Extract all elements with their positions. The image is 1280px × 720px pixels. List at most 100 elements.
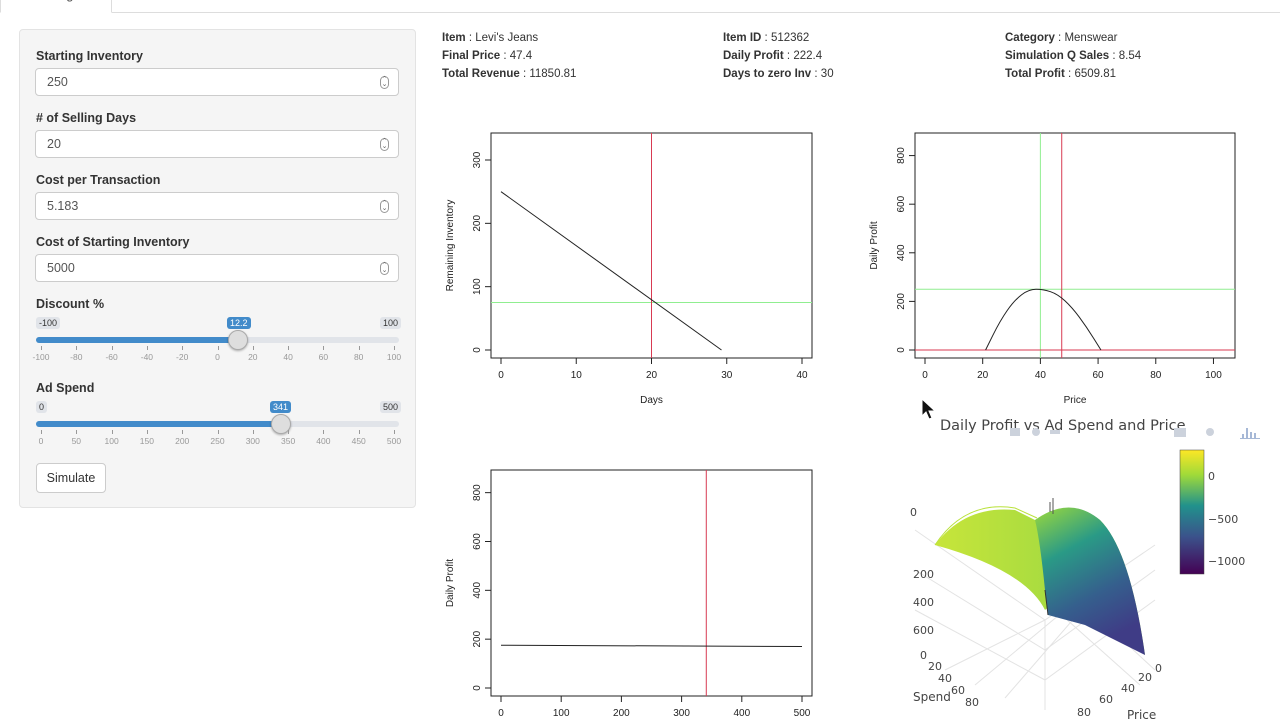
price-tick: 60: [1099, 693, 1113, 706]
mouse-cursor-icon: [921, 398, 937, 420]
info-column-3: Category : Menswear Simulation Q Sales :…: [1005, 29, 1141, 83]
slider-tick-label: 50: [71, 436, 82, 446]
z-tick: 600: [913, 624, 934, 637]
discount-slider-bar: [36, 337, 238, 343]
y-tick-label: 200: [472, 215, 483, 232]
colorbar: [1179, 449, 1205, 575]
cost-per-transaction-input[interactable]: 5.183 ⌃ ⌄: [35, 192, 399, 220]
plot-frame: [490, 469, 813, 697]
y-tick-label: 800: [896, 147, 907, 164]
category-row: Category : Menswear: [1005, 32, 1118, 44]
x-tick-label: 80: [1150, 370, 1162, 381]
plot-modebar[interactable]: [1010, 424, 1260, 440]
y-tick-label: 400: [472, 582, 483, 599]
surface-plot: 0 200 400 600 0 20 40 60 80 0 20 40 60 8…: [910, 449, 1245, 720]
slider-tick-label: -100: [32, 352, 50, 362]
slider-tick: [394, 346, 395, 350]
slider-tick-label: 80: [353, 352, 364, 362]
modebar-pan-icon: [1050, 430, 1060, 434]
discount-label: Discount %: [36, 297, 105, 311]
slider-tick-label: 100: [104, 436, 119, 446]
ad-spend-slider-track[interactable]: [36, 421, 399, 427]
ad-spend-slider-handle[interactable]: [271, 414, 291, 434]
spinner-icon[interactable]: ⌃ ⌄: [380, 76, 389, 89]
z-tick: 400: [913, 596, 934, 609]
colorbar-tick: −500: [1208, 513, 1238, 526]
slider-tick: [252, 430, 254, 434]
total-revenue-row: Total Revenue : 11850.81: [442, 68, 577, 80]
cost-per-transaction-label: Cost per Transaction: [36, 173, 161, 187]
starting-inventory-label: Starting Inventory: [36, 49, 143, 63]
slider-tick-label: 150: [139, 436, 154, 446]
discount-slider-ticks: -100 -80 -60 -40 -20 0 20 40 60 80 100: [32, 346, 402, 366]
slider-tick: [76, 346, 78, 350]
y-tick-label: 300: [472, 151, 483, 168]
slider-tick: [394, 430, 395, 434]
slider-tick: [41, 346, 42, 350]
spend-tick: 80: [965, 696, 979, 709]
category-value: Menswear: [1064, 32, 1118, 44]
slider-tick: [288, 346, 290, 350]
x-tick-label: 40: [1035, 370, 1047, 381]
slider-tick-label: 400: [316, 436, 331, 446]
starting-inventory-input[interactable]: 250 ⌃ ⌄: [35, 68, 399, 96]
y-tick-label: 200: [896, 293, 907, 310]
ad-spend-slider-bar: [36, 421, 282, 427]
ad-spend-label: Ad Spend: [36, 381, 95, 395]
selling-days-value: 20: [47, 137, 61, 151]
surface-front: [1035, 507, 1145, 655]
item-id-label: Item ID: [723, 32, 762, 44]
total-profit-label: Total Profit: [1005, 68, 1065, 80]
series-line: [985, 288, 1102, 351]
x-tick-label: 60: [1093, 370, 1105, 381]
selling-days-input[interactable]: 20 ⌃ ⌄: [35, 130, 399, 158]
x-tick-label: 20: [646, 370, 658, 381]
tab-label: ng: [59, 0, 73, 2]
discount-slider-handle[interactable]: [228, 330, 248, 350]
selling-days-label: # of Selling Days: [36, 111, 137, 125]
spend-tick: 60: [951, 684, 965, 697]
simulate-button[interactable]: Simulate: [36, 463, 106, 493]
y-axis-label: Daily Profit: [445, 559, 456, 608]
spend-axis-label: Spend: [913, 690, 951, 704]
slider-tick: [217, 346, 219, 350]
plot-frame: [914, 132, 1236, 359]
sidebar-panel: Starting Inventory 250 ⌃ ⌄ # of Selling D…: [19, 29, 416, 508]
modebar-camera-icon: [1010, 428, 1020, 436]
slider-tick-label: 20: [248, 352, 258, 362]
price-profit-plot: 0 20 40 60 80 100 0 200 400 600 800 Price Daily Prof…: [869, 132, 1236, 406]
sim-q-row: Simulation Q Sales : 8.54: [1005, 50, 1142, 62]
price-tick: 0: [1155, 662, 1162, 675]
ad-spend-slider-ticks: 0 50 100 150 200 250 300 350 400 450 500: [36, 430, 402, 450]
tab-simulation[interactable]: ng: [0, 0, 112, 13]
y-axis-label: Daily Profit: [869, 221, 880, 270]
spinner-icon[interactable]: ⌃ ⌄: [380, 138, 389, 151]
cost-per-transaction-value: 5.183: [47, 199, 79, 213]
inventory-plot: 0 10 20 30 40 0 100 200 300 Days Remaining Invento…: [445, 132, 813, 406]
spinner-icon[interactable]: ⌃ ⌄: [380, 200, 389, 213]
spinner-icon[interactable]: ⌃ ⌄: [380, 262, 389, 275]
slider-tick: [252, 346, 254, 350]
item-value: Levi's Jeans: [475, 32, 539, 44]
tab-strip: ng: [0, 0, 1280, 13]
cost-starting-inventory-label: Cost of Starting Inventory: [36, 235, 190, 249]
final-price-value: 47.4: [509, 50, 533, 62]
cost-starting-inventory-input[interactable]: 5000 ⌃ ⌄: [35, 254, 399, 282]
slider-tick-label: 200: [175, 436, 190, 446]
ad-spend-max: 500: [380, 401, 402, 413]
x-tick-label: 100: [1205, 370, 1222, 381]
x-tick-label: 100: [553, 708, 570, 719]
x-tick-label: 30: [721, 370, 733, 381]
slider-tick-label: 100: [386, 352, 402, 362]
total-profit-row: Total Profit : 6509.81: [1005, 68, 1117, 80]
slider-tick: [323, 346, 325, 350]
y-tick-label: 0: [472, 685, 483, 691]
days-zero-row: Days to zero Inv : 30: [723, 68, 834, 80]
x-tick-label: 0: [498, 708, 504, 719]
slider-tick-label: 500: [386, 436, 402, 446]
total-profit-value: 6509.81: [1074, 68, 1117, 80]
x-tick-label: 20: [977, 370, 989, 381]
slider-tick: [323, 430, 325, 434]
spend-tick: 0: [920, 649, 927, 662]
discount-slider-track[interactable]: [36, 337, 399, 343]
